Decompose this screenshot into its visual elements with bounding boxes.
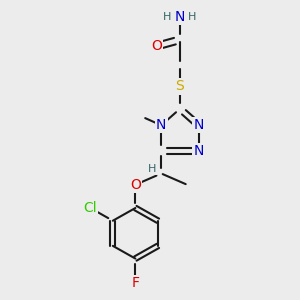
Text: N: N (194, 144, 204, 158)
Text: O: O (151, 39, 162, 53)
Text: O: O (130, 178, 141, 192)
Text: N: N (175, 10, 185, 24)
Text: H: H (148, 164, 156, 174)
Text: N: N (156, 118, 166, 132)
Text: F: F (131, 276, 140, 290)
Text: H: H (163, 12, 171, 22)
Text: H: H (188, 12, 196, 22)
Text: Cl: Cl (83, 201, 97, 215)
Text: N: N (194, 118, 204, 132)
Text: S: S (176, 80, 184, 94)
